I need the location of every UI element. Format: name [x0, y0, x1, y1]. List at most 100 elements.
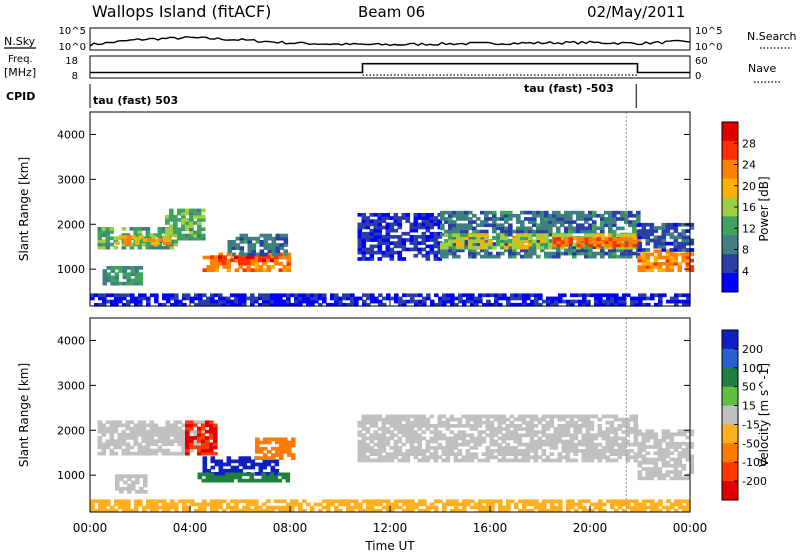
velocity-cell-803 [477, 414, 483, 419]
velocity-cell-1293 [661, 476, 667, 481]
velocity-cell-905 [517, 436, 523, 441]
velocity-cell-1209 [629, 427, 635, 431]
velocity-cell-1365 [685, 445, 691, 449]
velocity-cell-662 [425, 458, 431, 463]
power-cell-1224 [516, 233, 521, 237]
velocity-cell-1546 [270, 505, 275, 510]
power-cell-1046 [596, 226, 601, 231]
power-cell-116 [155, 238, 160, 242]
velocity-cell-1631 [394, 499, 399, 504]
power-cell-2007 [646, 296, 651, 301]
power-cell-1705 [242, 302, 247, 307]
velocity-cell-1157 [609, 436, 615, 441]
power-cell-555 [417, 222, 423, 227]
velocity-cell-740 [453, 424, 459, 428]
frequency-series-line [90, 62, 690, 74]
velocity-cell-1203 [625, 420, 631, 425]
velocity-cell-1601 [358, 508, 363, 513]
power-cell-1519 [673, 222, 679, 227]
velocity-cell-1730 [538, 505, 543, 510]
velocity-cell-985 [545, 420, 551, 425]
power-cell-452 [377, 250, 383, 255]
velocity-cell-1035 [565, 439, 571, 444]
velocity-cell-975 [541, 417, 547, 422]
velocity-cell-1504 [214, 508, 219, 513]
power-cell-1392 [641, 255, 647, 260]
power-cell-190 [197, 224, 202, 228]
velocity-cell-303 [209, 472, 215, 477]
velocity-cell-1154 [609, 446, 615, 450]
velocity-cell-1404 [139, 490, 144, 494]
velocity-cell-1729 [538, 508, 543, 513]
velocity-cell-752 [461, 458, 467, 463]
power-cell-416 [361, 219, 367, 223]
power-cell-855 [532, 251, 537, 256]
velocity-cell-1428 [106, 499, 111, 504]
power-cell-797 [508, 254, 513, 259]
velocity-cell-1269 [649, 429, 655, 434]
power-cell-409 [361, 244, 367, 249]
velocity-cell-1349 [677, 429, 683, 434]
power-cell-1210 [500, 233, 505, 237]
velocity-ytick-label-2: 3000 [57, 379, 85, 392]
power-cell-684 [464, 239, 469, 243]
power-cell-57 [145, 245, 151, 250]
power-cell-1548 [102, 272, 108, 276]
velocity-cell-335 [269, 478, 275, 483]
power-cell-560 [421, 241, 427, 245]
velocity-cell-1670 [454, 505, 459, 510]
power-cell-1659 [182, 293, 187, 298]
power-cell-610 [437, 225, 443, 230]
power-cell-339 [243, 236, 249, 241]
velocity-cell-1316 [665, 429, 671, 434]
power-cell-1782 [334, 296, 339, 301]
velocity-cell-633 [413, 433, 419, 438]
velocity-cell-225 [206, 468, 212, 473]
velocity-cell-115 [149, 426, 155, 431]
velocity-cell-610 [405, 427, 411, 431]
velocity-cell-470 [357, 433, 363, 438]
power-cell-1375 [628, 243, 634, 248]
power-cell-20 [109, 242, 115, 247]
power-cell-321 [227, 246, 233, 250]
velocity-cell-877 [505, 417, 511, 422]
power-cell-1767 [314, 299, 319, 304]
velocity-cell-1345 [677, 451, 683, 456]
power-cell-1836 [414, 293, 419, 298]
power-cell-1465 [641, 232, 647, 237]
power-cell-451 [377, 257, 383, 261]
velocity-cell-1357 [681, 432, 687, 437]
velocity-cell-1142 [605, 446, 611, 450]
velocity-colorbar-tick-label-1: 100 [742, 362, 763, 375]
power-cell-590 [429, 216, 435, 220]
velocity-cell-1076 [581, 449, 587, 453]
velocity-cell-1804 [642, 502, 647, 507]
power-cell-1799 [354, 296, 359, 301]
power-cell-1091 [612, 223, 617, 228]
velocity-cell-934 [529, 449, 535, 453]
velocity-colorbar-tick-label-4: -15 [742, 418, 760, 431]
velocity-cell-785 [473, 446, 479, 450]
velocity-cell-925 [525, 446, 531, 450]
velocity-cell-464 [357, 455, 363, 460]
power-cell-1502 [665, 232, 671, 237]
power-cell-521 [401, 238, 407, 242]
velocity-cell-1775 [602, 502, 607, 507]
power-cell-1223 [516, 236, 521, 241]
power-cell-1550 [106, 278, 112, 283]
power-cell-805 [508, 226, 513, 231]
velocity-cell-779 [469, 427, 475, 431]
power-cell-73 [157, 242, 163, 247]
power-cell-1697 [234, 302, 239, 307]
velocity-cell-269 [250, 459, 256, 464]
power-cell-2003 [642, 302, 647, 307]
power-cell-741 [484, 239, 489, 243]
power-cell-421 [365, 247, 371, 252]
power-cell-1759 [306, 302, 311, 307]
velocity-cell-756 [461, 436, 467, 441]
power-cell-336 [239, 233, 245, 238]
velocity-cell-1167 [613, 439, 619, 444]
velocity-cell-165 [173, 420, 179, 425]
power-cell-531 [409, 247, 415, 252]
